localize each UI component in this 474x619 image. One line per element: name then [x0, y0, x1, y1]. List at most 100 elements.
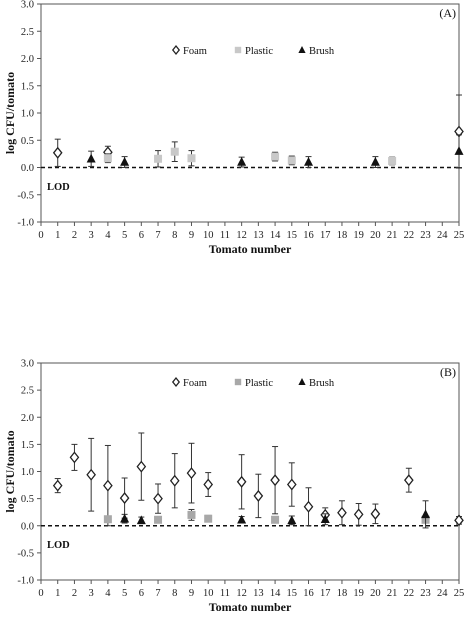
y-tick-label: 0.0: [21, 521, 34, 532]
point-plastic: [154, 154, 163, 163]
x-tick-label: 8: [172, 588, 177, 599]
point-foam: [253, 489, 264, 502]
x-axis-label: Tomato number: [209, 242, 292, 256]
x-tick-label: 5: [122, 230, 127, 241]
point-brush: [120, 157, 130, 166]
y-tick-label: 1.5: [21, 81, 34, 92]
y-tick-label: 0.5: [21, 494, 34, 505]
x-tick-label: 17: [320, 230, 331, 241]
panel-label: (A): [439, 6, 456, 20]
x-tick-label: 1: [55, 230, 60, 241]
x-tick-label: 6: [139, 230, 144, 241]
point-foam: [303, 500, 314, 513]
x-tick-label: 23: [420, 230, 431, 241]
plot-frame: [40, 362, 460, 581]
legend-marker-foam: [171, 376, 181, 388]
x-tick-label: 6: [139, 588, 144, 599]
point-foam: [270, 474, 280, 487]
x-tick-label: 3: [89, 588, 94, 599]
point-foam: [169, 474, 180, 487]
x-tick-label: 9: [189, 230, 194, 241]
legend-marker-plastic: [234, 46, 242, 54]
y-tick-label: 2.0: [21, 54, 34, 65]
x-tick-label: 11: [220, 230, 230, 241]
legend-marker-foam: [171, 44, 181, 56]
lod-label: LOD: [47, 182, 70, 193]
x-tick-label: 13: [253, 588, 264, 599]
point-foam: [136, 460, 147, 473]
lod-label: LOD: [47, 540, 70, 551]
legend-marker-brush: [298, 378, 306, 385]
y-tick-label: 1.5: [21, 440, 34, 451]
y-tick-label: -0.5: [17, 190, 34, 201]
y-tick-label: -0.5: [17, 548, 34, 559]
point-brush: [370, 157, 380, 166]
y-tick-label: 3.0: [21, 359, 34, 370]
x-tick-label: 0: [38, 588, 43, 599]
x-axis-label: Tomato number: [209, 600, 292, 614]
point-foam: [337, 506, 347, 519]
y-tick-label: -1.0: [17, 218, 34, 229]
y-axis-label: log CFU/tomato: [3, 72, 17, 154]
x-tick-label: 22: [404, 588, 415, 599]
point-plastic: [271, 515, 280, 524]
point-plastic: [388, 156, 397, 165]
y-tick-label: 2.5: [21, 27, 34, 38]
x-tick-label: 3: [89, 230, 94, 241]
x-tick-label: 2: [72, 588, 77, 599]
x-tick-label: 21: [387, 588, 398, 599]
x-tick-label: 20: [370, 230, 381, 241]
point-plastic: [271, 152, 280, 161]
point-foam: [86, 468, 96, 481]
point-foam: [370, 507, 381, 520]
x-tick-label: 10: [203, 588, 214, 599]
point-foam: [103, 479, 113, 492]
legend-label-brush: Brush: [309, 378, 335, 389]
x-tick-label: 17: [320, 588, 331, 599]
x-tick-label: 8: [172, 230, 177, 241]
point-foam: [52, 479, 63, 492]
point-brush: [287, 515, 297, 525]
point-brush: [454, 146, 464, 155]
point-plastic: [103, 515, 112, 524]
point-foam: [69, 451, 80, 464]
x-tick-label: 24: [437, 230, 448, 241]
legend-label-foam: Foam: [183, 378, 207, 389]
plot-frame: [40, 3, 460, 223]
point-foam: [454, 514, 464, 527]
point-brush: [320, 514, 330, 523]
point-foam: [186, 467, 197, 480]
legend-label-brush: Brush: [309, 46, 335, 57]
x-tick-label: 19: [353, 588, 364, 599]
point-brush: [304, 157, 314, 166]
x-tick-label: 13: [253, 230, 264, 241]
y-tick-label: 0.0: [21, 163, 34, 174]
y-tick-label: 0.5: [21, 136, 34, 147]
x-tick-label: 4: [105, 230, 111, 241]
point-foam: [404, 474, 414, 487]
point-foam: [353, 508, 364, 521]
point-plastic: [103, 154, 112, 163]
x-tick-label: 21: [387, 230, 398, 241]
x-tick-label: 24: [437, 588, 448, 599]
point-plastic: [287, 156, 296, 165]
panel-a: -1.0-0.50.00.51.01.52.02.53.00 1 2 3 4 5 6 7 8 9 1…: [3, 0, 464, 256]
legend-label-plastic: Plastic: [245, 46, 273, 57]
x-tick-label: 18: [337, 588, 348, 599]
x-tick-label: 15: [287, 588, 298, 599]
point-foam: [286, 478, 297, 491]
x-tick-label: 12: [236, 588, 247, 599]
point-plastic: [204, 514, 213, 523]
y-tick-label: 1.0: [21, 467, 34, 478]
x-tick-label: 9: [189, 588, 194, 599]
point-brush: [237, 157, 247, 166]
x-tick-label: 5: [122, 588, 127, 599]
point-plastic: [187, 154, 196, 163]
x-tick-label: 4: [105, 588, 111, 599]
x-tick-label: 20: [370, 588, 381, 599]
point-foam: [119, 492, 130, 505]
point-foam: [52, 146, 63, 159]
point-brush: [237, 514, 247, 524]
legend-marker-brush: [298, 46, 306, 53]
